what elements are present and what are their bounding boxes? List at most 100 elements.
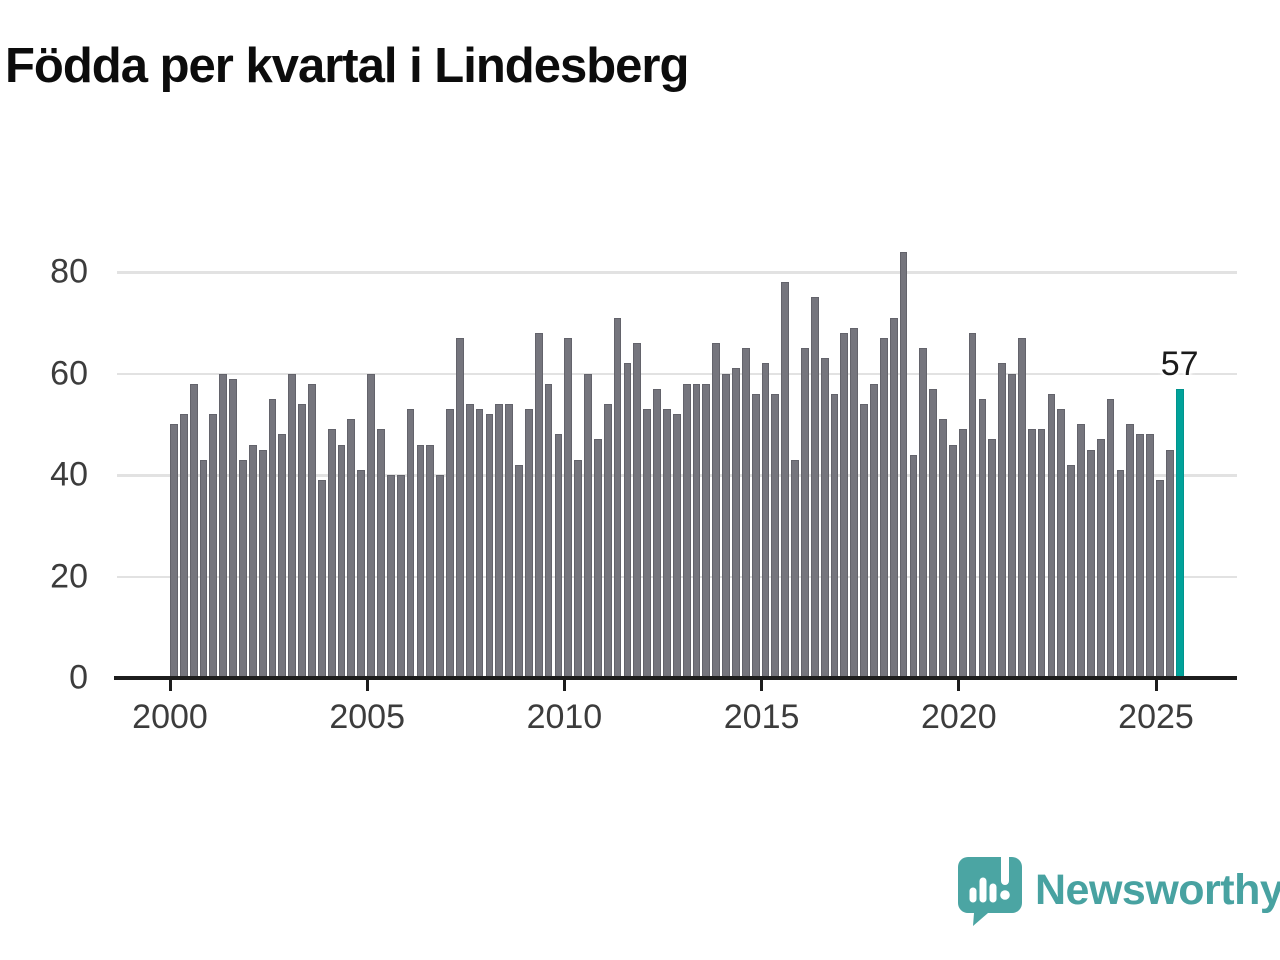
bar-2023-q2 <box>1086 449 1095 678</box>
bar-2012-q4 <box>672 414 681 678</box>
bar-2001-q2 <box>219 373 228 678</box>
bar-2025-q3 <box>1175 388 1184 678</box>
y-axis-label-80: 80 <box>50 252 88 291</box>
bar-2011-q1 <box>603 403 612 678</box>
gridline-y-60 <box>117 372 1237 375</box>
bar-2015-q3 <box>781 282 790 678</box>
bar-2012-q3 <box>663 409 671 678</box>
bar-2025-q1 <box>1156 480 1164 678</box>
bar-2008-q2 <box>495 403 504 678</box>
bar-2002-q2 <box>258 449 267 678</box>
bar-2023-q3 <box>1096 439 1105 678</box>
x-axis-tick-2025 <box>1154 680 1158 691</box>
bar-2022-q2 <box>1047 393 1056 678</box>
x-axis-tick-2020 <box>957 680 961 691</box>
bar-2003-q2 <box>298 403 306 678</box>
bar-2002-q1 <box>248 444 257 678</box>
x-axis-label-2010: 2010 <box>526 698 603 736</box>
bar-2019-q3 <box>939 419 947 678</box>
bar-2014-q3 <box>741 348 750 678</box>
bar-2008-q4 <box>515 464 523 678</box>
bar-2015-q1 <box>761 363 770 678</box>
newsworthy-logo-text: Newsworthy <box>1035 865 1280 914</box>
bar-2017-q1 <box>840 332 849 678</box>
x-axis-label-2005: 2005 <box>329 698 406 736</box>
x-axis-label-2000: 2000 <box>132 698 208 736</box>
y-axis-label-0: 0 <box>69 658 88 697</box>
bar-2010-q2 <box>574 459 583 678</box>
chart-title: Födda per kvartal i Lindesberg <box>5 39 689 93</box>
bar-2024-q1 <box>1116 469 1125 678</box>
bar-2014-q1 <box>722 373 730 678</box>
bar-2022-q1 <box>1037 429 1046 678</box>
bar-2007-q1 <box>446 409 454 678</box>
bar-2017-q4 <box>870 383 878 678</box>
y-axis-label-40: 40 <box>50 455 88 494</box>
bar-2008-q3 <box>505 403 514 678</box>
y-axis-label-20: 20 <box>50 557 88 595</box>
bar-2001-q1 <box>209 414 218 678</box>
bar-2002-q4 <box>278 434 287 678</box>
bar-2009-q4 <box>554 434 563 678</box>
x-axis-label-2020: 2020 <box>920 698 997 736</box>
highlight-value-label: 57 <box>1160 344 1199 383</box>
bar-2021-q3 <box>1017 337 1026 678</box>
bar-2006-q2 <box>416 444 425 678</box>
x-axis-tick-2015 <box>760 680 764 691</box>
gridline-y-80 <box>117 271 1237 274</box>
bar-2013-q2 <box>692 383 701 678</box>
bar-2011-q2 <box>613 317 622 678</box>
bar-2001-q3 <box>229 378 237 678</box>
bar-2019-q1 <box>919 348 928 678</box>
bar-2021-q1 <box>998 363 1007 678</box>
bar-2024-q4 <box>1146 434 1154 678</box>
bar-2007-q2 <box>455 337 464 678</box>
bar-2006-q1 <box>406 409 415 678</box>
bar-2005-q2 <box>377 429 385 678</box>
bar-2000-q3 <box>189 383 198 678</box>
bar-2002-q3 <box>268 398 277 678</box>
bar-2007-q3 <box>465 403 474 678</box>
bar-2004-q2 <box>337 444 346 678</box>
bar-2005-q4 <box>396 475 405 678</box>
bar-2023-q4 <box>1106 398 1115 678</box>
x-axis-tick-2010 <box>562 680 566 691</box>
x-axis-label-2015: 2015 <box>723 698 800 736</box>
newsworthy-logo: Newsworthy <box>958 853 1280 927</box>
bar-2016-q1 <box>801 348 809 678</box>
bar-2013-q3 <box>702 383 711 678</box>
bar-2012-q2 <box>653 388 661 678</box>
bar-2013-q1 <box>682 383 691 678</box>
bar-2016-q4 <box>830 393 839 678</box>
bar-2009-q3 <box>544 383 553 678</box>
bar-2021-q2 <box>1008 373 1016 678</box>
x-axis-tick-2005 <box>365 680 369 691</box>
bar-2018-q2 <box>889 317 898 678</box>
x-axis-label-2025: 2025 <box>1118 698 1194 736</box>
bar-2011-q4 <box>633 343 642 678</box>
bar-2005-q3 <box>386 475 395 678</box>
bar-2003-q4 <box>317 480 326 678</box>
bar-2004-q4 <box>357 469 366 678</box>
bar-2006-q4 <box>436 475 445 678</box>
bar-2009-q1 <box>524 409 533 678</box>
bar-2020-q3 <box>978 398 987 678</box>
x-axis-tick-2000 <box>168 680 172 691</box>
bar-2021-q4 <box>1027 429 1036 678</box>
bar-2018-q4 <box>909 454 918 678</box>
bar-2017-q2 <box>850 327 859 678</box>
bar-2020-q1 <box>958 429 967 678</box>
newsworthy-logo-icon <box>958 853 1022 926</box>
bar-2016-q2 <box>810 297 819 678</box>
bar-2023-q1 <box>1077 424 1085 678</box>
bar-2004-q1 <box>327 429 336 678</box>
bar-2015-q2 <box>771 393 780 678</box>
bar-2011-q3 <box>623 363 632 678</box>
bar-2003-q3 <box>308 383 316 678</box>
bar-2024-q2 <box>1126 424 1135 678</box>
bar-2010-q4 <box>593 439 602 678</box>
bar-2014-q2 <box>732 368 740 678</box>
bar-2008-q1 <box>485 414 494 678</box>
x-axis-line <box>114 676 1237 680</box>
